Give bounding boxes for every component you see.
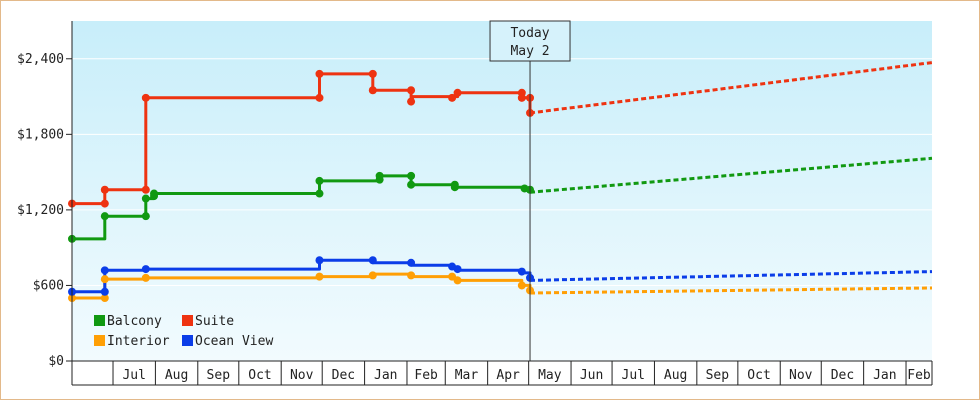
x-tick-label: Oct: [248, 368, 271, 383]
data-point-balcony: [100, 212, 109, 221]
data-point-suite: [407, 86, 416, 95]
x-tick-label: Jul: [622, 368, 645, 383]
forecast-line-suite: [529, 61, 933, 115]
data-point-balcony: [407, 171, 416, 180]
x-tick-label: Nov: [789, 368, 813, 383]
data-point-balcony: [315, 176, 324, 185]
forecast-line-ocean-view: [529, 270, 933, 282]
forecast-line-interior: [529, 286, 933, 295]
data-point-interior: [453, 276, 462, 285]
legend: Balcony Suite Interior Ocean View: [94, 314, 273, 349]
x-tick-label: May: [538, 368, 562, 383]
x-tick-label: Apr: [496, 368, 520, 383]
data-point-interior: [100, 294, 109, 303]
x-tick-label: Dec: [831, 368, 854, 383]
y-tick-label: $0: [48, 354, 64, 369]
data-point-balcony: [315, 189, 324, 198]
legend-label-interior: Interior: [107, 334, 170, 349]
data-point-interior: [315, 272, 324, 281]
data-point-balcony: [375, 171, 384, 180]
forecast-line-balcony: [529, 156, 933, 194]
x-tick-label: Jun: [580, 368, 603, 383]
data-point-suite: [368, 86, 377, 95]
data-point-suite: [100, 185, 109, 194]
data-point-suite: [141, 93, 150, 102]
data-point-ocean-view: [368, 256, 377, 265]
today-label: Today: [510, 26, 549, 41]
legend-label-suite: Suite: [195, 314, 234, 329]
legend-label-ocean-view: Ocean View: [195, 334, 273, 349]
data-point-ocean-view: [100, 287, 109, 296]
y-tick-label: $1,200: [17, 203, 64, 218]
data-point-ocean-view: [453, 265, 462, 274]
plot-background: [72, 21, 932, 361]
data-point-suite: [368, 69, 377, 78]
data-point-ocean-view: [407, 258, 416, 267]
x-tick-label: Oct: [747, 368, 770, 383]
x-tick-label: Sep: [706, 368, 730, 383]
y-axis-ticks: $0 $600 $1,200 $1,800 $2,400: [17, 52, 72, 369]
today-date: May 2: [510, 44, 549, 59]
legend-label-balcony: Balcony: [107, 314, 162, 329]
x-tick-label: Jan: [374, 368, 397, 383]
data-point-suite: [448, 93, 457, 102]
data-point-ocean-view: [100, 266, 109, 275]
data-point-suite: [517, 93, 526, 102]
axes: [71, 21, 932, 385]
data-point-interior: [517, 281, 526, 290]
data-point-interior: [100, 275, 109, 284]
legend-swatch-balcony: [94, 315, 105, 326]
data-point-balcony: [141, 212, 150, 221]
x-tick-label: Dec: [332, 368, 355, 383]
x-axis-ticks: Jul Aug Sep Oct Nov Dec Jan Feb Mar Apr May Jun Jul A…: [72, 361, 933, 386]
series-line-balcony: [72, 174, 530, 241]
data-point-balcony: [450, 183, 459, 192]
y-tick-label: $2,400: [17, 52, 64, 67]
y-tick-label: $1,800: [17, 127, 64, 142]
data-point-suite: [315, 69, 324, 78]
x-tick-label: Jan: [873, 368, 896, 383]
data-point-interior: [141, 273, 150, 282]
data-point-ocean-view: [141, 265, 150, 274]
x-tick-label: Aug: [165, 368, 188, 383]
y-tick-label: $600: [33, 278, 64, 293]
markers-layer: [68, 69, 535, 303]
today-box: [489, 20, 571, 62]
legend-swatch-suite: [182, 315, 193, 326]
data-point-ocean-view: [315, 256, 324, 265]
data-point-suite: [315, 93, 324, 102]
data-point-suite: [453, 88, 462, 97]
data-point-balcony: [150, 189, 159, 198]
x-tick-label: Sep: [207, 368, 231, 383]
x-tick-label: Mar: [455, 368, 479, 383]
data-point-interior: [407, 271, 416, 280]
today-marker: Today May 2: [489, 20, 571, 361]
x-tick-label: Feb: [414, 368, 438, 383]
x-tick-label: Nov: [290, 368, 314, 383]
x-tick-label: Feb: [907, 368, 931, 383]
data-point-balcony: [407, 180, 416, 189]
data-point-suite: [100, 199, 109, 208]
data-point-suite: [141, 185, 150, 194]
data-point-balcony: [141, 194, 150, 203]
x-tick-label: Aug: [664, 368, 687, 383]
legend-swatch-ocean-view: [182, 335, 193, 346]
data-point-ocean-view: [517, 267, 526, 276]
data-point-suite: [407, 97, 416, 106]
data-point-interior: [368, 271, 377, 280]
x-tick-label: Jul: [122, 368, 145, 383]
legend-swatch-interior: [94, 335, 105, 346]
